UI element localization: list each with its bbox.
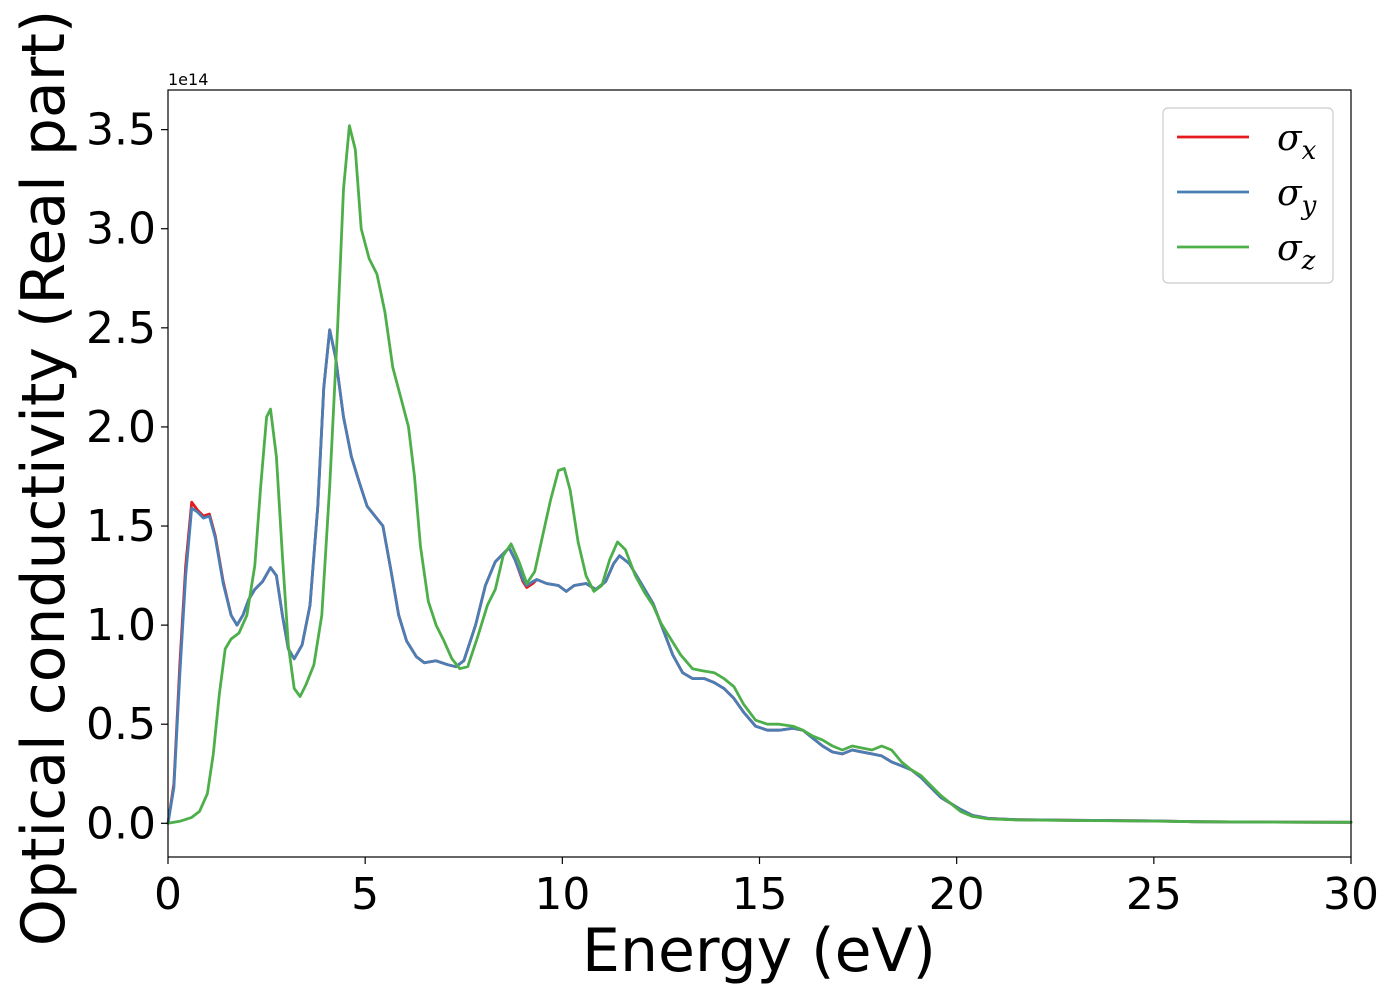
legend: σx σy σz <box>1162 107 1334 284</box>
y-tick-label: 2.5 <box>86 303 156 354</box>
plot-lines <box>166 124 1353 825</box>
x-tick-label: 30 <box>1323 869 1379 920</box>
x-tick-label: 5 <box>351 869 379 920</box>
y-offset-label: 1e14 <box>168 70 208 89</box>
y-tick-label: 0.0 <box>86 798 156 849</box>
x-tick-label: 25 <box>1126 869 1182 920</box>
y-tick-label: 1.0 <box>86 600 156 651</box>
series-line-y <box>166 328 1353 825</box>
y-tick-label: 3.0 <box>86 204 156 255</box>
y-axis: 0.0 0.5 1.0 1.5 2.0 2.5 3.0 3.5 <box>86 105 168 849</box>
y-axis-title: Optical conductivity (Real part) <box>9 10 79 947</box>
x-tick-label: 20 <box>929 869 985 920</box>
x-tick-label: 15 <box>732 869 788 920</box>
x-tick-label: 0 <box>154 869 182 920</box>
legend-label-y: σy <box>1277 173 1317 221</box>
legend-box <box>1162 107 1334 284</box>
series-line-x <box>166 328 1353 825</box>
x-tick-label: 10 <box>534 869 590 920</box>
y-tick-label: 1.5 <box>86 501 156 552</box>
x-axis-title: Energy (eV) <box>582 916 936 986</box>
legend-label-x: σx <box>1277 118 1317 166</box>
y-tick-label: 3.5 <box>86 105 156 156</box>
series-line-z <box>166 124 1353 825</box>
legend-label-z: σz <box>1277 228 1316 276</box>
x-axis: 0 5 10 15 20 25 30 <box>154 857 1379 920</box>
y-tick-label: 2.0 <box>86 402 156 453</box>
y-tick-label: 0.5 <box>86 699 156 750</box>
